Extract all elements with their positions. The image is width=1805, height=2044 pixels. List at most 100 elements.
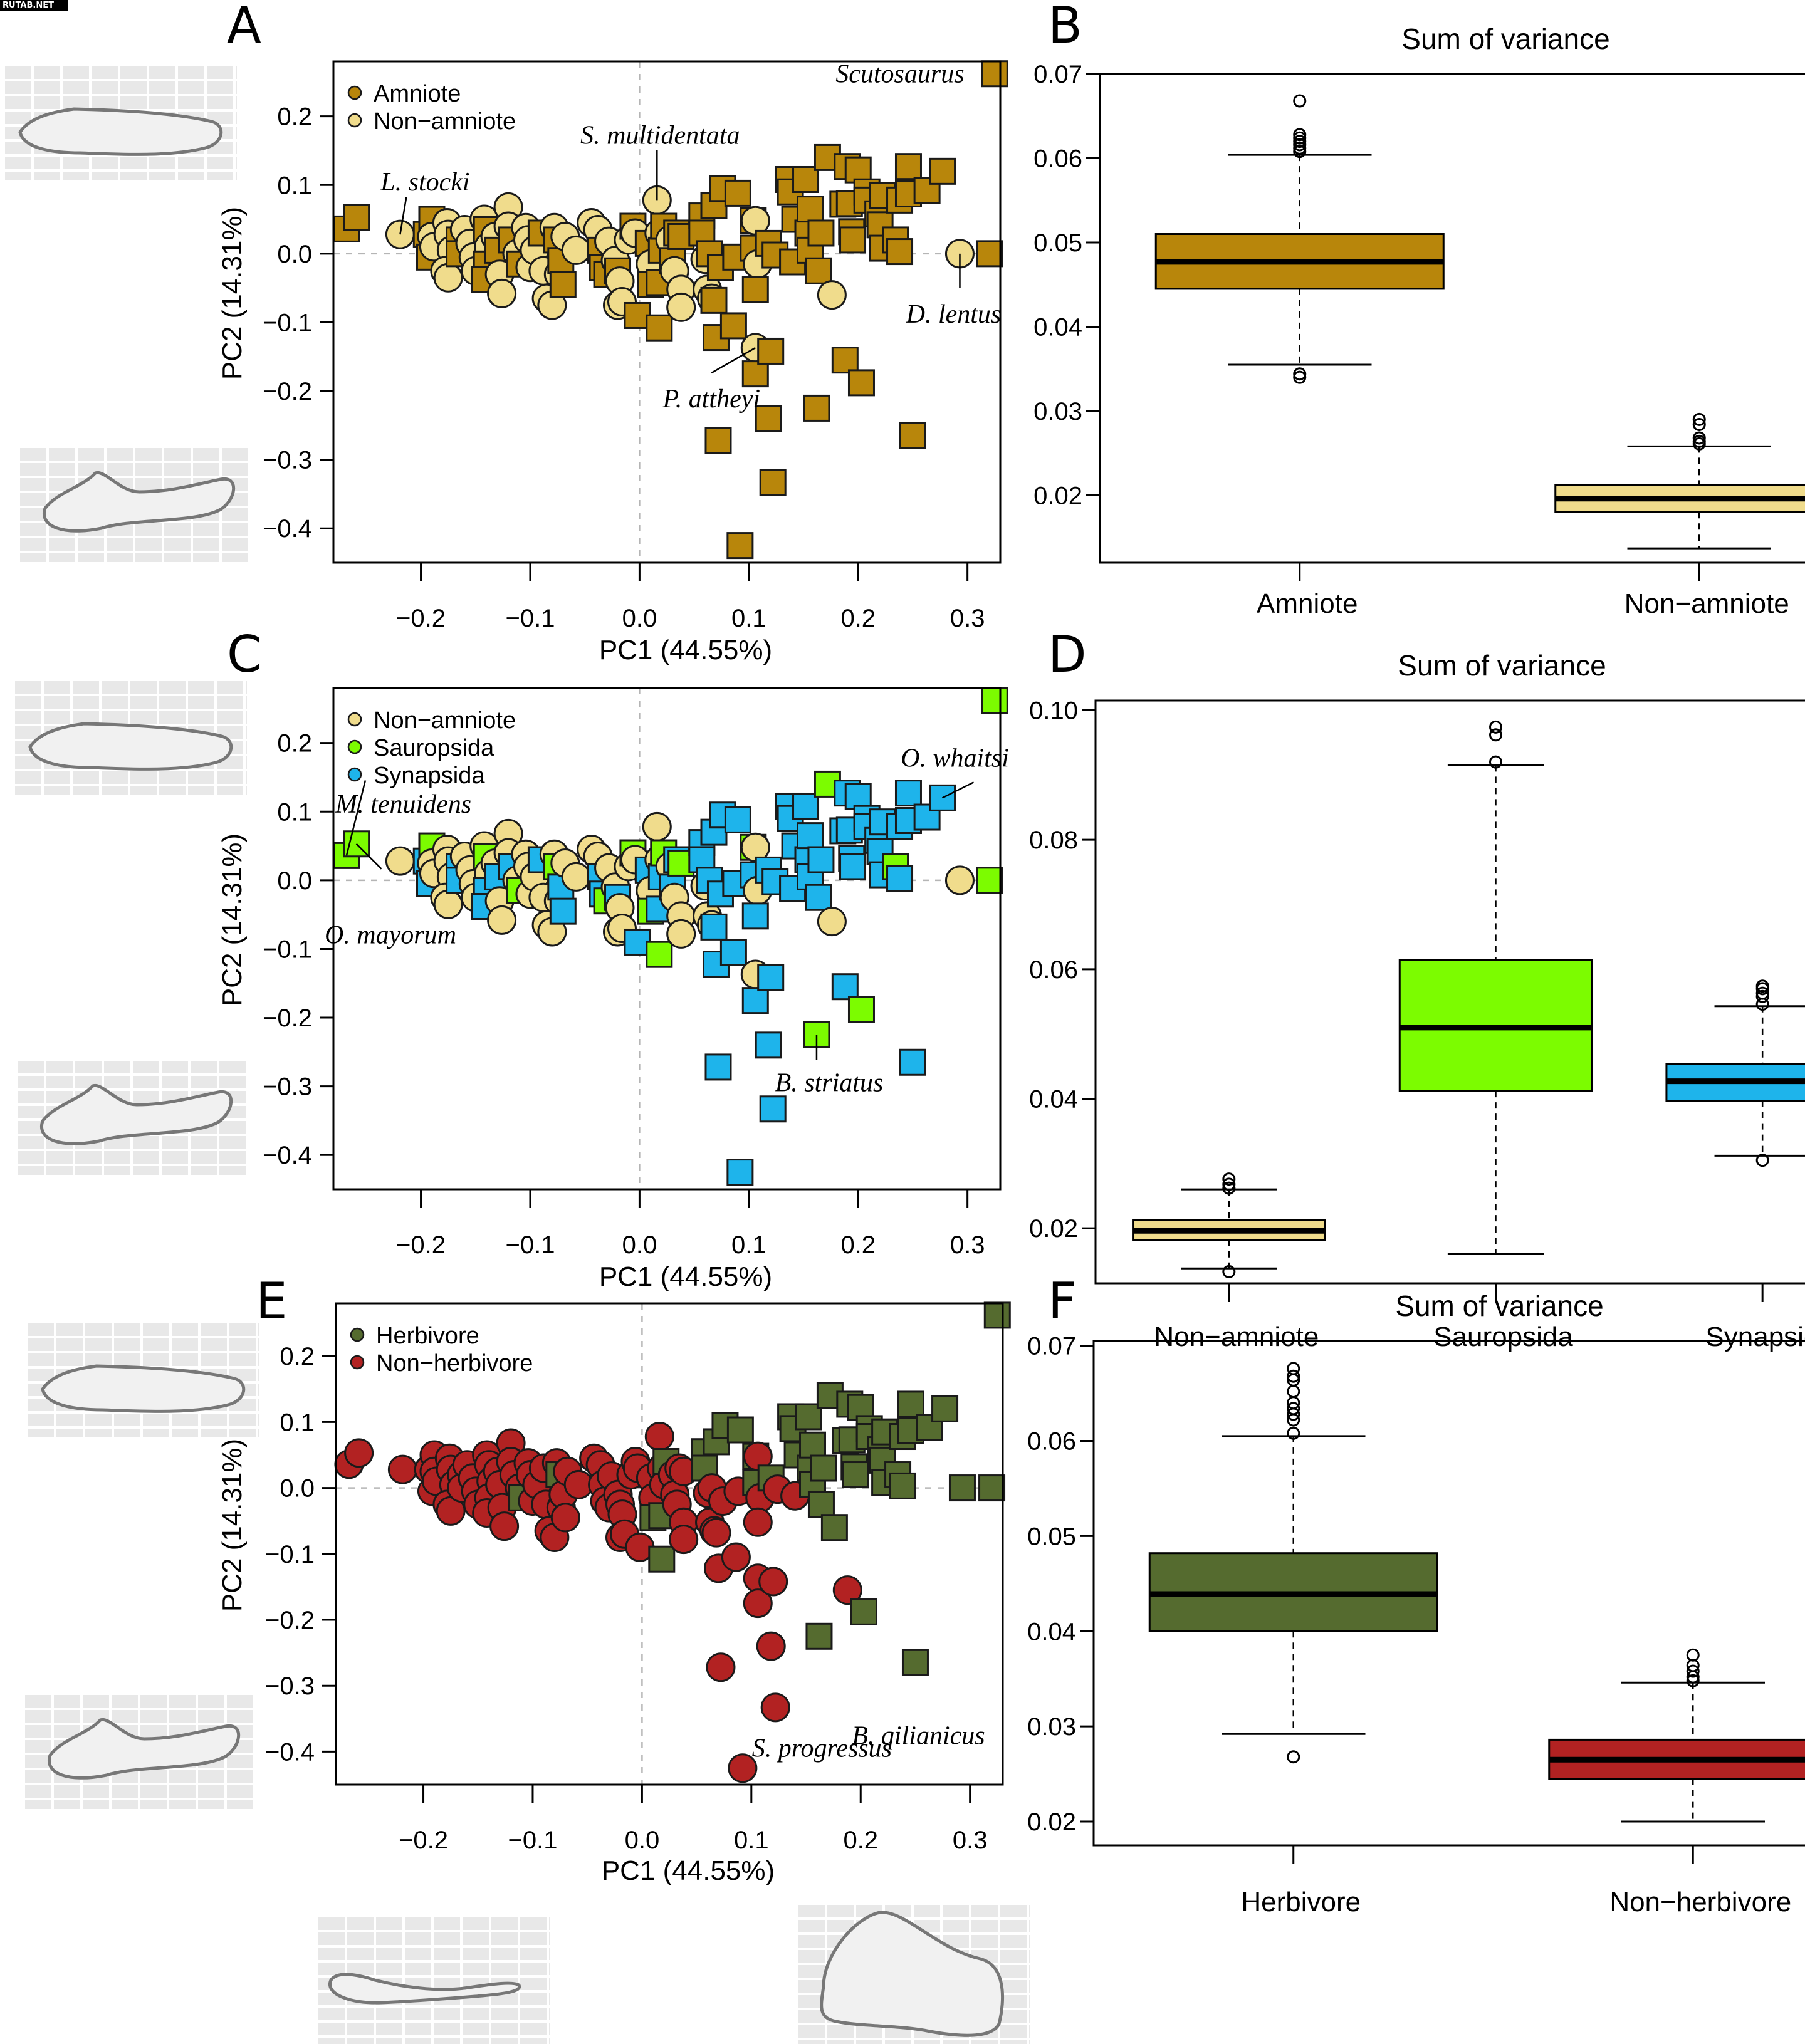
outlier-point: [1489, 728, 1502, 742]
data-point-square: [549, 271, 577, 298]
data-point-square: [831, 347, 859, 374]
category-label: Non−amniote: [1154, 1322, 1319, 1352]
outlier-point: [1692, 437, 1706, 451]
annotation-label: O. mayorum: [325, 920, 456, 949]
data-point-square: [894, 153, 922, 180]
plot-frame: [335, 1302, 1004, 1786]
pca-scatter-clade: −0.2 −0.1 0.0 0.1 0.2 0.3 0.2 0.1 0.0 −0.1 −0.2 −0.…: [217, 687, 1009, 1292]
data-point-square: [901, 1649, 929, 1676]
category-label: Herbivore: [1241, 1887, 1361, 1917]
data-point-square: [948, 1474, 976, 1502]
x-tick-label: 0.2: [843, 1827, 878, 1854]
pca-scatter-diet: −0.2 −0.1 0.0 0.1 0.2 0.3 0.2 0.1 0.0 −0.1 −0.2 −0.…: [217, 1301, 1011, 1886]
x-tick-label: −0.1: [508, 1827, 557, 1854]
outlier-point: [1222, 1264, 1236, 1278]
data-point-circle: [385, 846, 415, 876]
panel-letter-f: F: [1048, 1272, 1077, 1330]
outlier-point: [1755, 998, 1769, 1011]
data-point-square: [648, 1545, 676, 1573]
x-tick-label: 0.1: [734, 1827, 769, 1854]
boxplot-amniote-variance: Sum of variance Amniote Non−amniote 0.07 0.0…: [1033, 23, 1805, 619]
y-tick-label: −0.1: [265, 1541, 315, 1568]
data-point-square: [704, 1053, 732, 1081]
legend-label-non-amniote: Non−amniote: [374, 707, 516, 734]
y-tick-label: 0.04: [1027, 1618, 1076, 1645]
data-point-square: [741, 276, 769, 303]
category-label: Non−herbivore: [1609, 1887, 1791, 1917]
data-point-circle: [644, 1422, 674, 1452]
y-tick-label: −0.4: [263, 515, 312, 543]
y-tick-label: −0.4: [265, 1738, 315, 1766]
data-point-circle: [944, 865, 975, 895]
data-point-square: [831, 973, 859, 1001]
annotation-leader-line: [941, 781, 975, 799]
shape-outline-high-pc2-c: [15, 681, 247, 795]
box-non-amniote: [1132, 1172, 1326, 1278]
data-point-circle: [666, 292, 696, 322]
data-point-circle: [758, 1567, 788, 1597]
x-tick-label: 0.0: [625, 1827, 660, 1854]
panel-letter-d: D: [1048, 625, 1087, 684]
data-point-circle: [666, 919, 696, 949]
legend-marker-sauropsida: [347, 739, 362, 754]
y-axis-label: PC2 (14.31%): [217, 207, 248, 380]
data-point-square: [807, 219, 835, 247]
data-point-square: [646, 941, 673, 968]
annotation-leader-line: [355, 843, 382, 870]
data-point-square: [889, 1472, 916, 1499]
data-point-circle: [756, 1631, 786, 1661]
box-non-amniote: [1554, 412, 1805, 550]
y-tick-label: 0.02: [1033, 482, 1082, 509]
y-tick-label: 0.1: [277, 172, 312, 199]
data-point-square: [929, 157, 956, 185]
data-point-square: [976, 240, 1003, 268]
data-point-square: [795, 1403, 822, 1431]
plot-frame: [1092, 1340, 1805, 1847]
data-point-circle: [728, 1753, 758, 1783]
data-point-circle: [743, 1588, 773, 1619]
data-point-circle: [832, 1575, 862, 1605]
outlier-point: [1686, 1670, 1700, 1684]
data-point-square: [796, 196, 824, 223]
y-axis-label: PC2 (14.31%): [217, 833, 248, 1006]
data-point-square: [807, 1491, 835, 1518]
data-point-circle: [433, 889, 463, 919]
data-point-square: [798, 1431, 826, 1459]
data-point-square: [755, 1031, 782, 1059]
data-point-square: [839, 226, 867, 254]
x-tick-label: 0.2: [840, 605, 876, 632]
data-point-square: [931, 1395, 959, 1422]
outlier-point: [1686, 1664, 1700, 1678]
y-axis-label: PC2 (14.31%): [217, 1439, 248, 1612]
legend-label-synapsida: Synapsida: [374, 763, 485, 789]
y-tick-label: 0.03: [1027, 1713, 1076, 1741]
outlier-point: [1287, 1750, 1300, 1764]
data-point-square: [850, 1598, 877, 1625]
data-point-square: [549, 897, 577, 925]
data-point-square: [700, 913, 728, 941]
outlier-point: [1755, 989, 1769, 1003]
y-tick-label: 0.02: [1027, 1808, 1076, 1836]
annotation-label: P. attheyi: [662, 385, 761, 414]
y-tick-label: −0.2: [263, 378, 312, 405]
chart-title: Sum of variance: [1398, 649, 1606, 682]
data-point-circle: [489, 1511, 520, 1541]
panel-letter-b: B: [1048, 0, 1082, 55]
box-synapsida: [1665, 979, 1805, 1167]
annotation-label: Scutosaurus: [835, 60, 964, 89]
panel-letter-c: C: [227, 625, 262, 684]
data-point-square: [805, 257, 832, 284]
x-tick-label: −0.1: [505, 605, 555, 632]
y-tick-label: −0.3: [263, 447, 312, 474]
data-point-circle: [550, 1503, 580, 1533]
data-point-square: [343, 204, 370, 231]
data-point-square: [899, 1048, 926, 1076]
annotation-leader-line: [345, 780, 367, 856]
x-tick-label: 0.3: [950, 1231, 985, 1259]
legend-marker-non-amniote: [347, 712, 362, 727]
legend-label-sauropsida: Sauropsida: [374, 735, 494, 761]
data-point-square: [646, 314, 673, 342]
legend-marker-herbivore: [350, 1327, 365, 1342]
annotation-label: S. multidentata: [580, 121, 740, 150]
y-tick-label: 0.07: [1027, 1333, 1076, 1360]
